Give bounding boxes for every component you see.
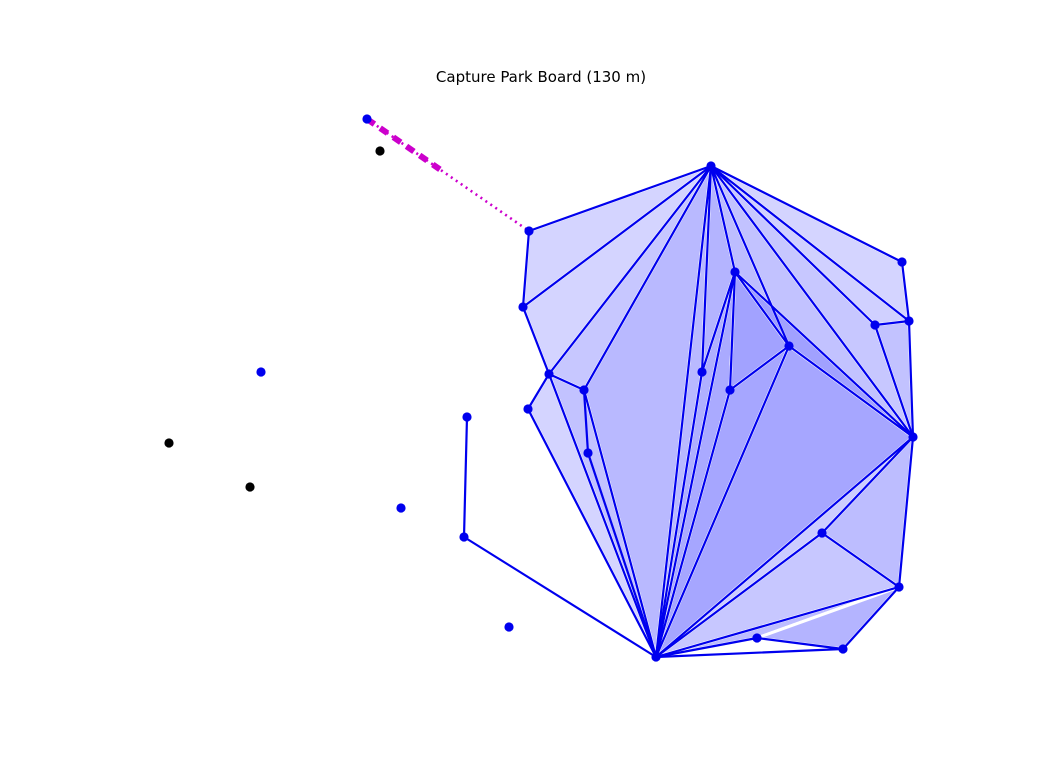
connection-line — [654, 435, 915, 659]
last-move-line — [366, 117, 530, 233]
last-move-arrow — [365, 116, 442, 172]
black-piece[interactable] — [245, 482, 255, 492]
connection-line — [873, 319, 911, 327]
connection-line — [547, 164, 713, 376]
blue-piece[interactable] — [362, 114, 372, 124]
connection-line — [728, 270, 737, 392]
blue-piece[interactable] — [459, 532, 469, 542]
connection-line — [526, 407, 658, 659]
connection-line — [582, 388, 658, 659]
connection-line — [654, 585, 901, 659]
blue-piece[interactable] — [725, 385, 735, 395]
connection-line — [521, 305, 551, 376]
connection-line — [733, 270, 915, 439]
connection-line — [462, 535, 658, 659]
blue-piece[interactable] — [706, 161, 716, 171]
connection-line — [586, 451, 658, 659]
black-piece[interactable] — [375, 146, 385, 156]
connection-line — [654, 370, 704, 659]
connection-line — [709, 164, 737, 274]
blue-piece[interactable] — [894, 582, 904, 592]
blue-piece[interactable] — [651, 652, 661, 662]
blue-piece[interactable] — [904, 316, 914, 326]
connection-line — [709, 164, 911, 323]
connection-line — [787, 344, 915, 439]
connection-line — [907, 319, 915, 439]
territory-layer — [521, 164, 915, 659]
connection-line — [582, 164, 713, 392]
blue-piece[interactable] — [396, 503, 406, 513]
blue-piece[interactable] — [524, 226, 534, 236]
connection-line — [547, 372, 586, 392]
last-move-layer — [365, 116, 530, 233]
blue-piece[interactable] — [870, 320, 880, 330]
blue-piece[interactable] — [504, 622, 514, 632]
blue-piece[interactable] — [697, 367, 707, 377]
connection-line — [841, 585, 901, 651]
connection-line — [654, 270, 737, 659]
connection-line — [462, 415, 469, 539]
connection-line — [873, 323, 915, 439]
blue-piece[interactable] — [817, 528, 827, 538]
connection-line — [654, 647, 845, 659]
blue-piece[interactable] — [462, 412, 472, 422]
connection-line — [547, 372, 658, 659]
connection-line — [709, 164, 877, 327]
blue-piece[interactable] — [897, 257, 907, 267]
connection-line — [700, 164, 713, 374]
connection-line — [527, 164, 713, 233]
connection-line — [521, 229, 531, 309]
blue-piece[interactable] — [518, 302, 528, 312]
black-piece[interactable] — [164, 438, 174, 448]
blue-piece[interactable] — [752, 633, 762, 643]
blue-piece[interactable] — [583, 448, 593, 458]
connection-line — [897, 435, 915, 589]
blue-piece[interactable] — [784, 341, 794, 351]
connection-line — [709, 164, 915, 439]
connection-line — [755, 636, 845, 651]
connection-line — [654, 164, 713, 659]
blue-piece[interactable] — [256, 367, 266, 377]
connection-line — [526, 372, 551, 411]
connection-line — [654, 388, 732, 659]
connection-line — [654, 636, 759, 659]
blue-piece[interactable] — [544, 369, 554, 379]
board-title: Capture Park Board (130 m) — [435, 68, 647, 86]
connection-line — [700, 270, 737, 374]
blue-piece[interactable] — [908, 432, 918, 442]
connection-line — [820, 435, 915, 535]
connection-line — [709, 164, 904, 264]
piece-layer[interactable] — [164, 114, 918, 662]
connection-line — [733, 270, 791, 348]
connection-line — [728, 344, 791, 392]
blue-piece[interactable] — [730, 267, 740, 277]
connection-layer — [462, 164, 915, 659]
connection-line — [709, 164, 791, 348]
connection-line — [654, 344, 791, 659]
connection-line — [582, 388, 590, 455]
connection-line — [654, 531, 824, 659]
connection-line — [900, 260, 911, 323]
blue-piece[interactable] — [838, 644, 848, 654]
connection-line — [521, 164, 713, 309]
blue-piece[interactable] — [579, 385, 589, 395]
connection-line — [820, 531, 901, 589]
blue-piece[interactable] — [523, 404, 533, 414]
